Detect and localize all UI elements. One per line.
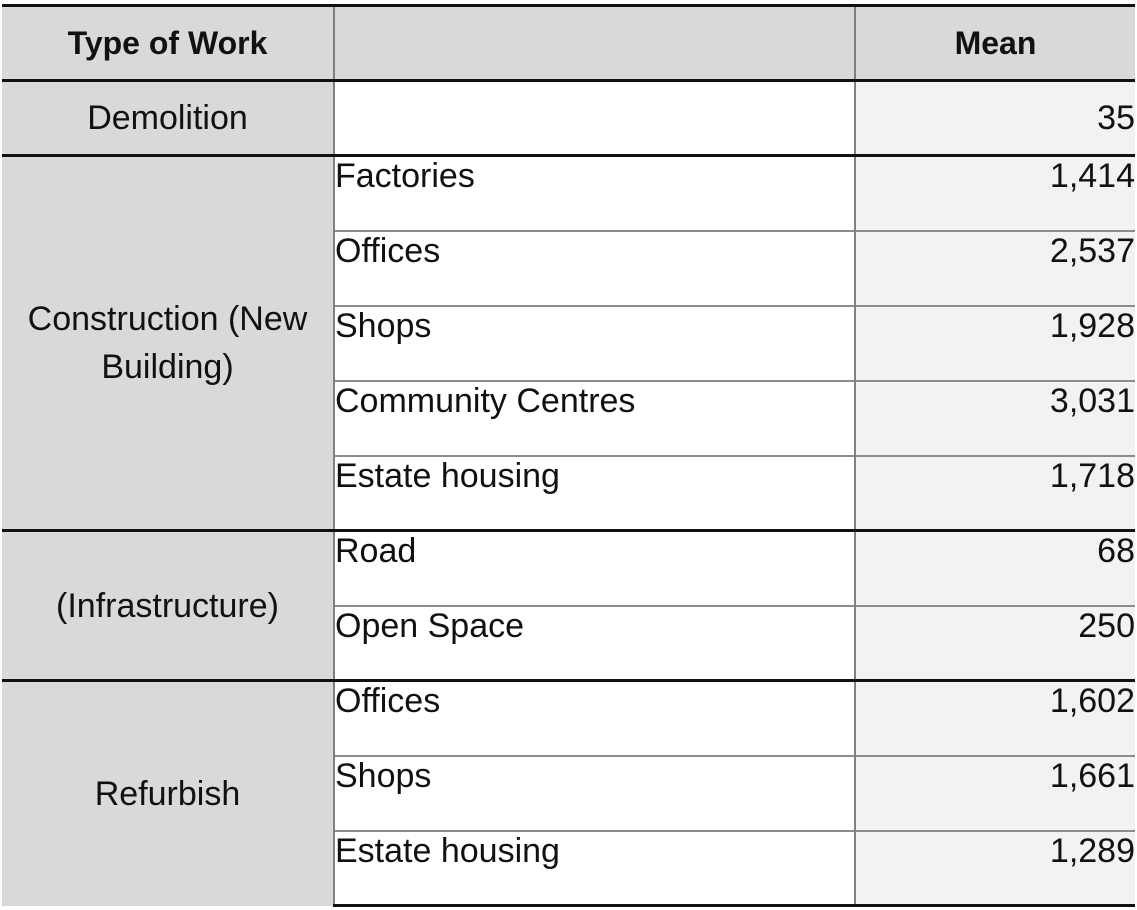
mean-by-work-type-table: Type of Work Mean Demolition 35 Construc… bbox=[2, 4, 1135, 907]
group-label-construction: Construction (New Building) bbox=[2, 154, 335, 531]
subtype-cell: Road bbox=[334, 529, 856, 606]
subtype-cell bbox=[334, 79, 856, 156]
table-row: Demolition 35 bbox=[2, 79, 1135, 156]
header-type-of-work: Type of Work bbox=[2, 4, 335, 82]
subtype-cell: Community Centres bbox=[334, 379, 856, 456]
table-row: Offices 2,537 bbox=[2, 229, 1135, 306]
mean-cell: 2,537 bbox=[855, 229, 1135, 306]
subtype-cell: Shops bbox=[334, 754, 856, 831]
mean-cell: 1,928 bbox=[855, 304, 1135, 381]
mean-cell: 1,414 bbox=[855, 154, 1135, 231]
subtype-cell: Open Space bbox=[334, 604, 856, 681]
table-row: (Infrastructure) Road 68 bbox=[2, 529, 1135, 681]
table-row: Shops 1,661 bbox=[2, 754, 1135, 831]
subtype-cell: Shops bbox=[334, 304, 856, 381]
mean-cell: 35 bbox=[855, 79, 1135, 156]
mean-cell: 3,031 bbox=[855, 379, 1135, 456]
mean-cell: 1,602 bbox=[855, 679, 1135, 756]
mean-cell: 68 bbox=[855, 529, 1135, 606]
header-mean: Mean bbox=[855, 4, 1135, 82]
header-row: Type of Work Mean bbox=[2, 4, 1135, 82]
subtype-cell: Estate housing bbox=[334, 829, 856, 907]
group-label-refurbish: Refurbish bbox=[2, 679, 335, 906]
subtype-cell: Estate housing bbox=[334, 454, 856, 531]
table-row: Community Centres 3,031 bbox=[2, 379, 1135, 456]
table-row: Shops 1,928 bbox=[2, 304, 1135, 381]
table-row: Construction (New Building) Factories 1,… bbox=[2, 154, 1135, 531]
table-row: Open Space 250 bbox=[2, 604, 1135, 681]
group-label-infrastructure: (Infrastructure) bbox=[2, 529, 335, 681]
group-label-demolition: Demolition bbox=[2, 79, 335, 156]
table-row: Estate housing 1,289 bbox=[2, 829, 1135, 907]
header-subtype bbox=[334, 4, 856, 82]
mean-cell: 1,289 bbox=[855, 829, 1135, 907]
mean-cell: 250 bbox=[855, 604, 1135, 681]
table-row: Estate housing 1,718 bbox=[2, 454, 1135, 531]
table-row: Refurbish Offices 1,602 bbox=[2, 679, 1135, 906]
subtype-cell: Offices bbox=[334, 679, 856, 756]
subtype-cell: Factories bbox=[334, 154, 856, 231]
mean-cell: 1,661 bbox=[855, 754, 1135, 831]
mean-cell: 1,718 bbox=[855, 454, 1135, 531]
subtype-cell: Offices bbox=[334, 229, 856, 306]
